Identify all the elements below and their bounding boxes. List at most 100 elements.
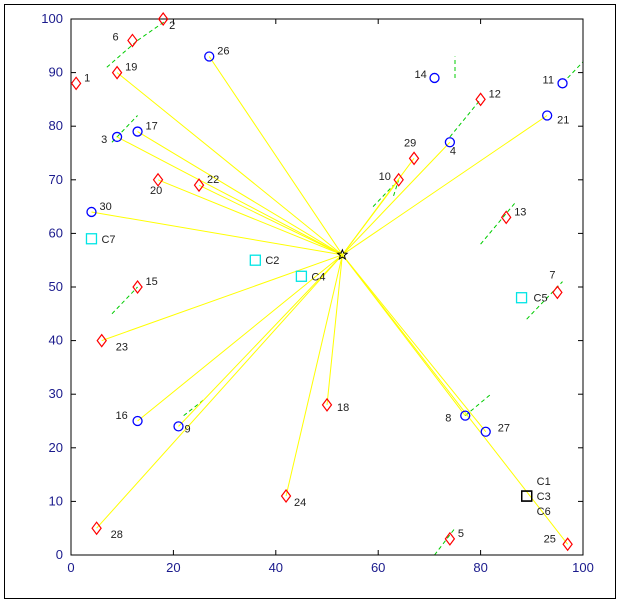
point-label-c1: C1: [537, 476, 551, 488]
point-label-10: 10: [379, 171, 391, 183]
point-label-20: 20: [150, 185, 162, 197]
x-tick-label: 60: [371, 560, 385, 575]
link-line-26: [208, 56, 343, 256]
marker-4: [444, 137, 456, 148]
y-tick-label: 50: [49, 279, 63, 294]
point-label-2: 2: [169, 20, 175, 32]
y-tick-label: 10: [49, 493, 63, 508]
marker-25: [562, 537, 573, 552]
point-label-23: 23: [116, 342, 128, 354]
y-tick-label: 40: [49, 333, 63, 348]
marker-12: [475, 92, 486, 107]
marker-c5: [515, 292, 528, 304]
marker-15: [132, 280, 143, 294]
x-tick-label: 80: [473, 560, 487, 575]
marker-19: [111, 65, 123, 80]
point-label-17: 17: [146, 121, 158, 133]
dash-segment: [111, 115, 138, 143]
point-label-c5: C5: [534, 293, 548, 305]
link-line-3: [116, 136, 343, 256]
point-label-c7: C7: [101, 234, 115, 246]
y-tick-label: 0: [56, 547, 63, 562]
link-line-28: [96, 254, 343, 529]
x-tick-label: 0: [67, 560, 74, 575]
marker-10: [393, 172, 404, 187]
dash-segment: [183, 399, 205, 417]
marker-2: [157, 12, 169, 26]
point-label-6: 6: [112, 31, 118, 43]
point-label-c2: C2: [265, 255, 279, 267]
point-label-7: 7: [549, 269, 555, 281]
marker-18: [321, 397, 333, 412]
link-line-27: [341, 254, 487, 433]
figure-frame: 0 20 40 60 80 100 0 10 20 30 40 50 60 70 80 90 100 3 4 8 9 1…: [4, 4, 616, 599]
point-labels: 3489111416172126273012567101213151819202…: [84, 20, 569, 545]
marker-1: [70, 76, 82, 91]
dash-segment: [567, 61, 584, 79]
y-tick-label: 30: [49, 386, 63, 401]
link-line-29: [341, 158, 415, 256]
marker-c2: [249, 254, 261, 266]
dash-segment: [393, 179, 400, 197]
point-label-16: 16: [116, 410, 128, 422]
point-label-19: 19: [125, 62, 137, 74]
y-tick-label: 80: [49, 118, 63, 133]
dash-segment: [111, 286, 138, 315]
dash-segment: [464, 393, 492, 417]
dash-segment: [480, 200, 517, 245]
dash-segment: [137, 18, 169, 41]
point-label-8: 8: [445, 413, 451, 425]
marker-23: [96, 333, 107, 348]
marker-21: [542, 110, 553, 121]
link-line-4: [341, 141, 451, 256]
link-line-22: [198, 184, 343, 256]
marker-c4: [295, 270, 308, 282]
point-label-c4: C4: [311, 271, 325, 283]
marker-24: [280, 489, 292, 504]
marker-26: [204, 51, 215, 62]
center-star: [336, 248, 349, 260]
x-tick-label: 40: [269, 560, 283, 575]
marker-c6: [521, 490, 533, 502]
point-label-28: 28: [111, 529, 123, 541]
marker-7: [552, 285, 563, 300]
y-tick-label: 60: [49, 225, 63, 240]
marker-17: [132, 126, 143, 137]
marker-11: [557, 78, 568, 89]
point-label-30: 30: [99, 201, 111, 213]
point-label-11: 11: [543, 74, 554, 86]
axis-ticks: 0 20 40 60 80 100 0 10 20 30 40 50 60 70 80 90 100: [41, 11, 594, 575]
marker-22: [193, 178, 205, 193]
link-line-18: [326, 254, 343, 405]
link-line-19: [116, 72, 343, 256]
marker-13: [500, 210, 512, 225]
point-label-12: 12: [489, 88, 501, 100]
point-label-29: 29: [404, 137, 416, 149]
link-lines: [91, 56, 569, 545]
y-tick-label: 70: [49, 172, 63, 187]
link-line-9: [178, 254, 343, 427]
marker-6: [127, 33, 138, 48]
point-label-27: 27: [498, 423, 510, 435]
marker-c7: [85, 233, 98, 245]
dash-segments: [106, 18, 584, 556]
point-label-4: 4: [450, 145, 456, 157]
point-label-c3: C3: [537, 491, 551, 503]
y-tick-label: 20: [49, 440, 63, 455]
point-label-24: 24: [294, 497, 306, 509]
marker-3: [111, 131, 123, 143]
marker-30: [86, 206, 97, 218]
scatter-chart: 0 20 40 60 80 100 0 10 20 30 40 50 60 70 80 90 100 3 4 8 9 1…: [41, 11, 594, 575]
point-label-15: 15: [146, 276, 158, 288]
x-tick-label: 20: [166, 560, 180, 575]
marker-20: [152, 172, 164, 187]
marker-16: [132, 415, 143, 427]
link-line-25: [341, 254, 569, 545]
point-label-3: 3: [101, 134, 107, 146]
marker-14: [429, 72, 440, 84]
link-line-21: [342, 115, 548, 256]
link-line-17: [137, 131, 343, 256]
dash-segment: [449, 99, 481, 138]
point-label-21: 21: [557, 114, 569, 126]
link-line-20: [157, 179, 343, 256]
